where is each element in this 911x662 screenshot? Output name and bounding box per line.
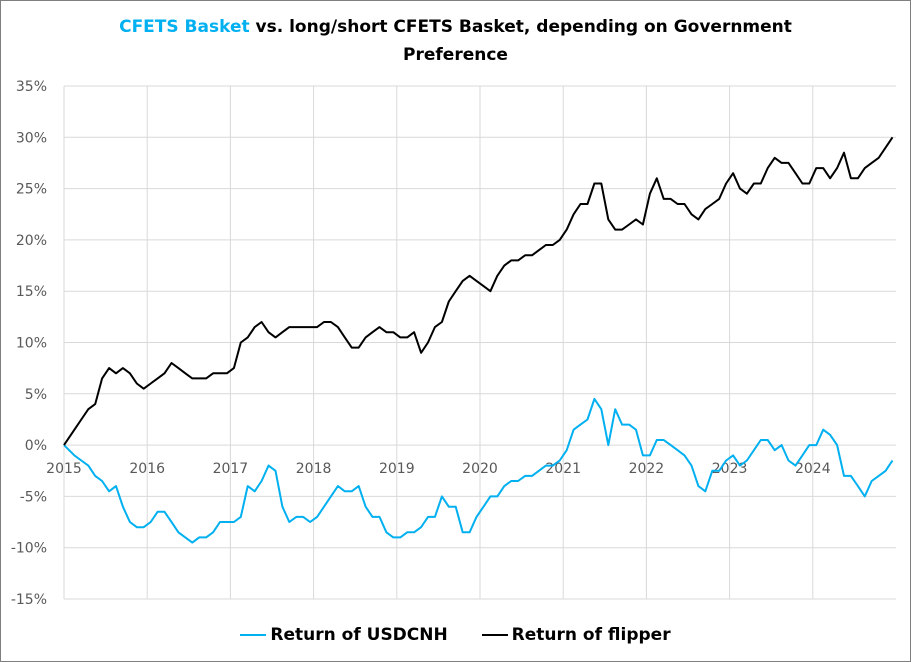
x-tick-label: 2016 [129,461,165,477]
y-tick-label: 35% [16,79,47,95]
title-line2: Preference [403,45,508,65]
x-tick-label: 2021 [545,461,581,477]
legend-swatch-usdcnh [240,634,267,636]
x-tick-label: 2024 [795,461,831,477]
legend-swatch-flipper [481,634,508,636]
x-tick-label: 2022 [629,461,665,477]
y-tick-label: -15% [11,592,47,608]
chart-title: CFETS Basket vs. long/short CFETS Basket… [1,13,910,69]
legend-label-flipper: Return of flipper [511,625,671,645]
legend-label-usdcnh: Return of USDCNH [270,625,448,645]
x-tick-label: 2019 [379,461,415,477]
y-tick-label: 10% [16,336,47,352]
x-tick-label: 2015 [46,461,82,477]
y-tick-label: 25% [16,182,47,198]
title-rest: vs. long/short CFETS Basket, depending o… [249,17,792,37]
legend-item-usdcnh: Return of USDCNH [240,625,448,645]
y-tick-label: -5% [20,489,47,505]
legend: Return of USDCNH Return of flipper [1,621,910,645]
x-tick-label: 2017 [213,461,249,477]
x-tick-label: 2018 [296,461,332,477]
y-tick-label: 5% [25,387,47,403]
y-tick-label: 15% [16,284,47,300]
title-highlight: CFETS Basket [119,17,250,37]
legend-item-flipper: Return of flipper [481,625,671,645]
x-tick-label: 2020 [462,461,498,477]
series-line-usdcnh [63,397,894,544]
y-tick-label: 0% [25,438,47,454]
y-tick-label: 20% [16,233,47,249]
y-tick-label: -10% [11,541,47,557]
series-line-flipper [63,136,894,446]
y-tick-label: 30% [16,130,47,146]
